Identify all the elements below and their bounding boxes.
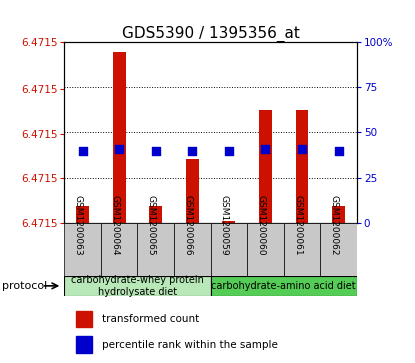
Point (226, 148, 232, 154)
Text: GSM1200066: GSM1200066 (183, 195, 192, 255)
Bar (211, 276, 357, 296)
Bar (320, 223, 357, 276)
Bar (174, 223, 211, 276)
Text: GSM1200059: GSM1200059 (220, 195, 229, 255)
Bar (332, 206, 345, 223)
Bar (64, 223, 101, 276)
Bar (149, 206, 162, 223)
Bar (76, 206, 89, 223)
Text: percentile rank within the sample: percentile rank within the sample (103, 339, 278, 350)
Bar (247, 223, 284, 276)
Bar (101, 223, 137, 276)
Title: GDS5390 / 1395356_at: GDS5390 / 1395356_at (122, 25, 300, 42)
Text: carbohydrate-whey protein
hydrolysate diet: carbohydrate-whey protein hydrolysate di… (71, 275, 204, 297)
Text: GSM1200063: GSM1200063 (73, 195, 83, 255)
Bar (295, 110, 308, 223)
Bar (259, 110, 272, 223)
Point (116, 146, 122, 152)
Bar (76, 337, 92, 353)
Text: GSM1200062: GSM1200062 (330, 195, 339, 255)
Text: GSM1200065: GSM1200065 (147, 195, 156, 255)
Point (152, 148, 159, 154)
Bar (211, 223, 247, 276)
Point (262, 146, 269, 152)
Text: GSM1200061: GSM1200061 (293, 195, 302, 255)
Point (79, 148, 86, 154)
Point (299, 146, 305, 152)
Bar (186, 159, 199, 223)
Text: protocol: protocol (2, 281, 47, 291)
Bar (64, 276, 210, 296)
Text: transformed count: transformed count (103, 314, 200, 324)
Bar (76, 311, 92, 327)
Text: carbohydrate-amino acid diet: carbohydrate-amino acid diet (212, 281, 356, 291)
Point (189, 148, 195, 154)
Bar (284, 223, 320, 276)
Text: GSM1200064: GSM1200064 (110, 195, 119, 255)
Text: GSM1200060: GSM1200060 (256, 195, 266, 255)
Point (335, 148, 342, 154)
Bar (113, 52, 126, 223)
Bar (137, 223, 174, 276)
Bar (222, 221, 235, 223)
